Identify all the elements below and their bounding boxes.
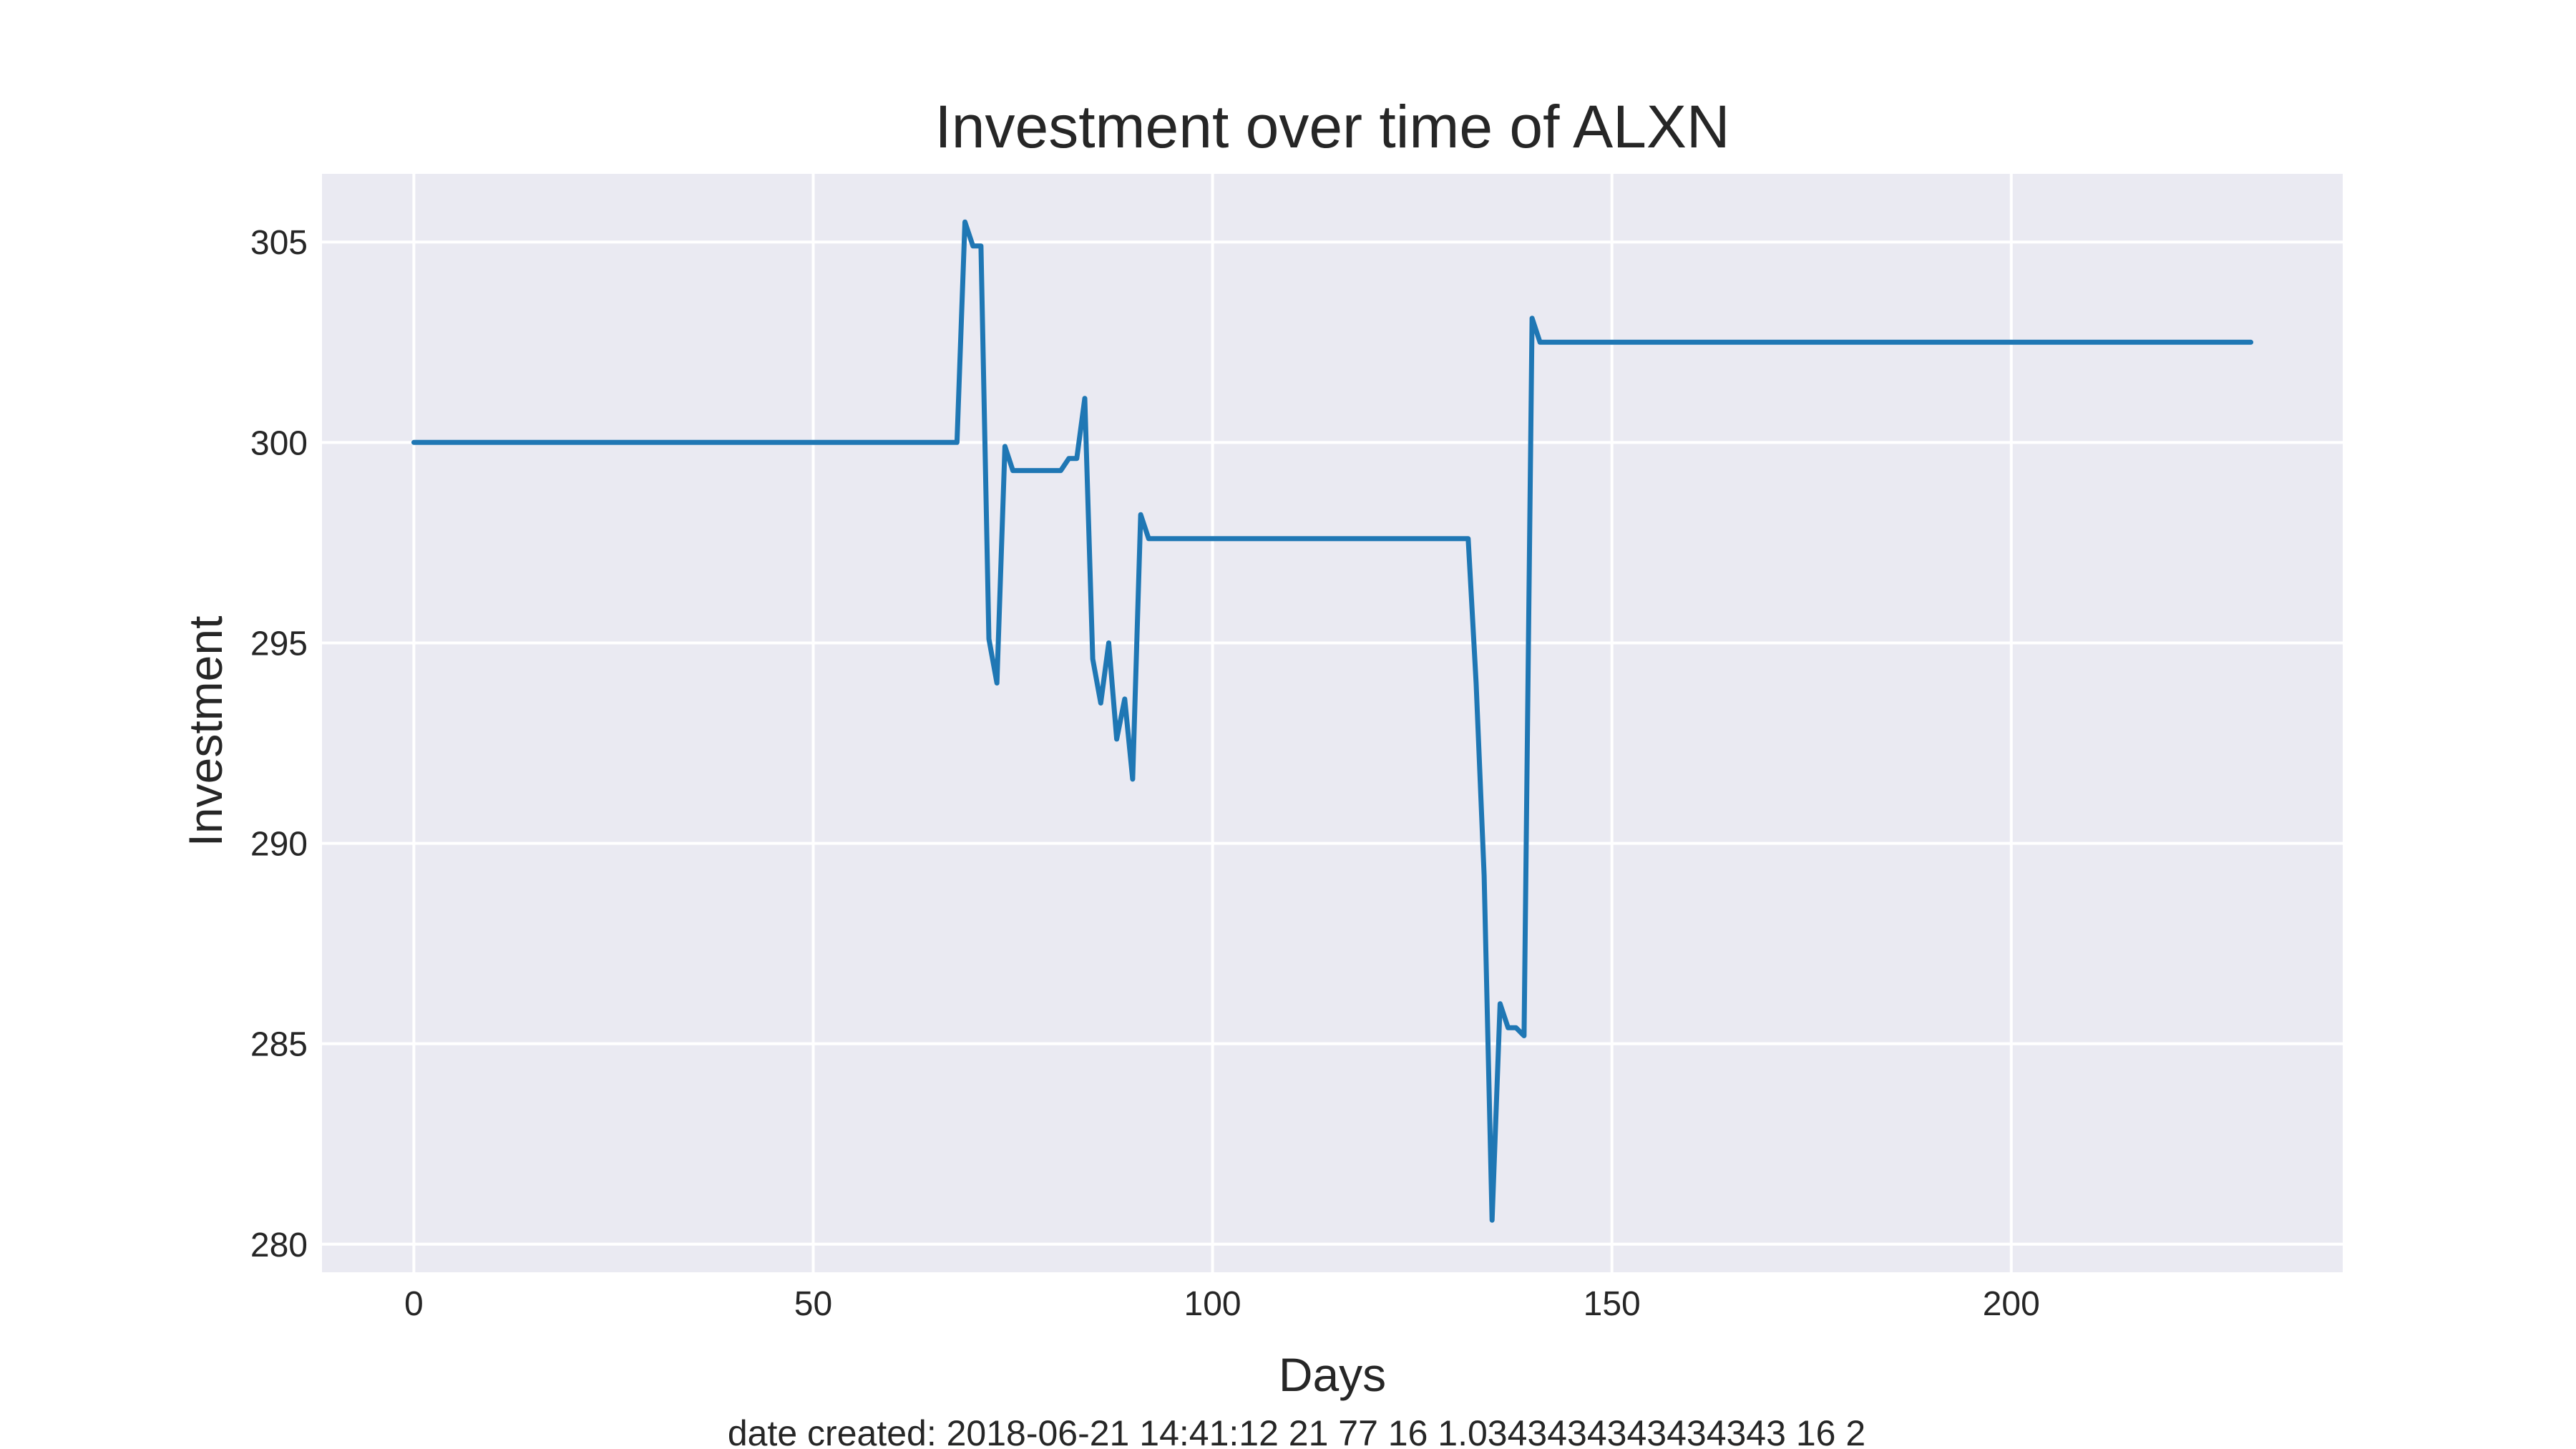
investment-series-line <box>411 219 2254 1223</box>
y-tick-label: 295 <box>250 625 308 663</box>
chart-title: Investment over time of ALXN <box>935 93 1729 160</box>
y-tick-label: 305 <box>250 224 308 262</box>
y-tick-label: 300 <box>250 424 308 462</box>
y-tick-label: 285 <box>250 1026 308 1064</box>
y-axis-label: Investment <box>179 616 232 847</box>
plot-area <box>322 174 2343 1272</box>
x-axis-label: Days <box>1279 1348 1386 1401</box>
y-tick-labels: 280 285 290 295 300 305 <box>250 224 308 1264</box>
x-tick-label: 50 <box>794 1285 832 1323</box>
grid-lines <box>322 174 2343 1272</box>
y-tick-label: 290 <box>250 826 308 864</box>
y-tick-label: 280 <box>250 1226 308 1264</box>
x-tick-labels: 0 50 100 150 200 <box>404 1285 2040 1323</box>
series-layer <box>411 219 2254 1223</box>
x-tick-label: 150 <box>1584 1285 1641 1323</box>
x-tick-label: 100 <box>1184 1285 1241 1323</box>
date-created-note: date created: 2018-06-21 14:41:12 21 77 … <box>728 1413 1865 1449</box>
x-tick-label: 0 <box>404 1285 424 1323</box>
x-tick-label: 200 <box>1983 1285 2040 1323</box>
